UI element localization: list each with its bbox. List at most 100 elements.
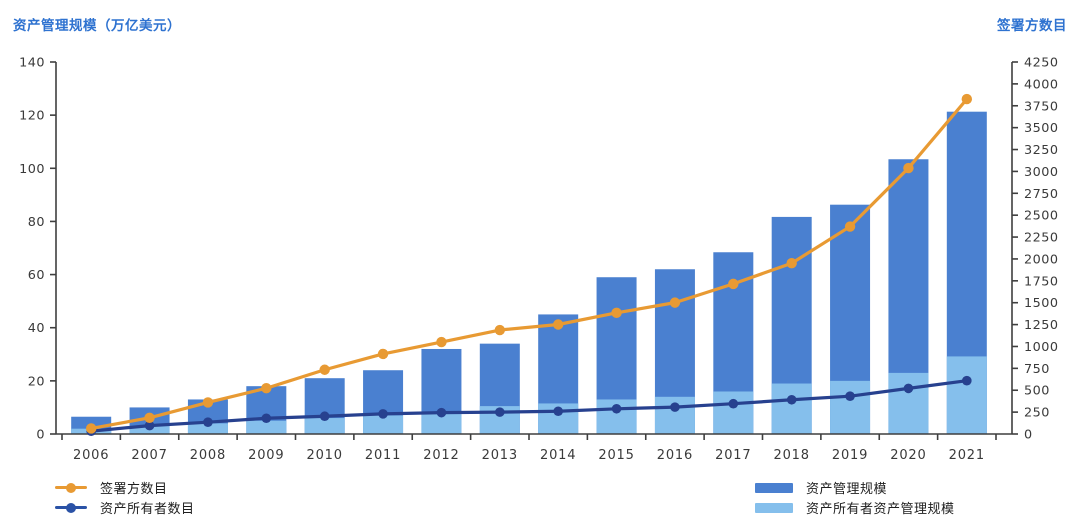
right-axis-tick-label: 3000 bbox=[1024, 165, 1059, 180]
signatories-point-2020 bbox=[903, 162, 914, 174]
legend-label-asset-owners: 资产所有者数目 bbox=[100, 502, 195, 517]
x-axis-year-label: 2006 bbox=[73, 448, 109, 463]
signatories-point-2014 bbox=[552, 319, 564, 330]
ao-aum-bar-2021 bbox=[946, 356, 987, 434]
left-axis-tick-label: 140 bbox=[19, 56, 45, 71]
right-axis-tick-label: 3250 bbox=[1024, 143, 1059, 158]
aum-bar-swatch bbox=[755, 482, 793, 493]
right-axis-tick-label: 1250 bbox=[1024, 318, 1059, 333]
signatories-point-2017 bbox=[728, 278, 739, 290]
right-axis-tick-label: 1750 bbox=[1024, 274, 1059, 289]
right-axis-tick-label: 500 bbox=[1024, 384, 1050, 399]
x-axis-year-label: 2011 bbox=[365, 448, 401, 463]
signatories-line-swatch bbox=[55, 482, 87, 493]
x-axis-year-label: 2008 bbox=[190, 448, 226, 463]
legend-item-ao-aum: 资产所有者资产管理规模 bbox=[755, 500, 955, 517]
signatories-point-2006 bbox=[85, 423, 97, 434]
signatories-point-2016 bbox=[669, 297, 681, 308]
x-axis-year-label: 2015 bbox=[598, 448, 634, 463]
ao-aum-bar-2018 bbox=[771, 383, 812, 434]
ao-aum-bar-2012 bbox=[421, 412, 462, 434]
asset-owners-dot-icon bbox=[66, 502, 76, 513]
ao-aum-bar-swatch bbox=[755, 502, 793, 513]
x-axis-year-label: 2017 bbox=[715, 448, 751, 463]
asset-owners-line-swatch bbox=[55, 502, 87, 513]
left-axis-title: 资产管理规模（万亿美元） bbox=[13, 18, 181, 34]
asset-owners-point-2007 bbox=[144, 420, 155, 431]
x-axis-year-label: 2010 bbox=[307, 448, 343, 463]
signatories-line bbox=[89, 97, 969, 431]
right-axis-tick-label: 250 bbox=[1024, 406, 1050, 421]
right-axis-tick-label: 2250 bbox=[1024, 231, 1059, 246]
asset-owners-point-2019 bbox=[845, 391, 855, 401]
right-axis-tick-label: 2000 bbox=[1024, 252, 1059, 267]
right-axis-tick-label: 1500 bbox=[1024, 296, 1059, 311]
legend-label-signatories: 签署方数目 bbox=[100, 482, 168, 497]
signatories-point-2021 bbox=[961, 93, 973, 105]
left-axis-tick-label: 40 bbox=[28, 321, 45, 336]
legend-lines: 签署方数目 资产所有者数目 bbox=[55, 480, 195, 517]
asset-owners-point-2017 bbox=[728, 398, 739, 409]
asset-owners-point-2010 bbox=[319, 411, 330, 422]
asset-owners-point-2011 bbox=[378, 409, 388, 419]
left-axis-tick-label: 120 bbox=[19, 109, 45, 124]
asset-owners-point-2020 bbox=[903, 383, 914, 394]
legend-item-asset-owners: 资产所有者数目 bbox=[55, 500, 195, 517]
asset-owners-point-2008 bbox=[203, 417, 213, 427]
right-axis-tick-label: 750 bbox=[1024, 362, 1050, 377]
chart-plot-area: 0 20 40 60 80 100 120 140 0 250 500 750 1000 1250 1500… bbox=[19, 56, 1059, 464]
signatories-point-2018 bbox=[786, 258, 797, 269]
right-axis-tick-label: 1000 bbox=[1024, 340, 1059, 355]
left-axis-tick-label: 20 bbox=[28, 374, 45, 389]
asset-owners-point-2014 bbox=[553, 406, 563, 417]
ao-aum-bar-2011 bbox=[363, 415, 404, 434]
signatories-point-2011 bbox=[377, 348, 389, 360]
signatories-point-2010 bbox=[319, 364, 330, 375]
left-axis-tick-label: 0 bbox=[36, 428, 45, 443]
right-axis-tick-label: 0 bbox=[1024, 428, 1033, 443]
left-axis-tick-label: 60 bbox=[28, 268, 45, 283]
asset-owners-point-2018 bbox=[786, 394, 797, 405]
ao-aum-bar-2020 bbox=[888, 372, 929, 434]
x-axis-year-label: 2007 bbox=[131, 448, 167, 463]
right-axis-tick-label: 2750 bbox=[1024, 187, 1059, 202]
x-axis-year-label: 2018 bbox=[774, 448, 810, 463]
x-axis-year-label: 2016 bbox=[657, 448, 693, 463]
x-axis-year-label: 2020 bbox=[890, 448, 926, 463]
signatories-point-2008 bbox=[202, 397, 214, 408]
legend-label-aum: 资产管理规模 bbox=[806, 482, 888, 497]
asset-owners-point-2012 bbox=[436, 407, 447, 418]
x-axis-year-label: 2012 bbox=[423, 448, 459, 463]
asset-owners-line bbox=[89, 379, 969, 433]
signatories-point-2013 bbox=[494, 324, 506, 336]
x-axis-year-label: 2013 bbox=[482, 448, 518, 463]
asset-owners-point-2016 bbox=[670, 402, 680, 412]
asset-owners-point-2021 bbox=[962, 375, 972, 386]
signatories-point-2015 bbox=[611, 307, 622, 319]
ao-aum-bar-2010 bbox=[304, 418, 345, 434]
right-axis-title: 签署方数目 bbox=[997, 18, 1067, 34]
legend-item-aum: 资产管理规模 bbox=[755, 480, 955, 497]
left-axis-tick-label: 100 bbox=[19, 162, 45, 177]
asset-owners-point-2015 bbox=[611, 403, 622, 414]
x-axis-year-label: 2019 bbox=[832, 448, 868, 463]
signatories-point-2009 bbox=[261, 383, 272, 394]
legend-label-ao-aum: 资产所有者资产管理规模 bbox=[806, 502, 955, 517]
right-axis-tick-label: 2500 bbox=[1024, 209, 1059, 224]
ao-aum-bar-2008 bbox=[187, 423, 228, 434]
ao-aum-bar-2009 bbox=[246, 420, 287, 434]
right-axis-tick-label: 4000 bbox=[1024, 77, 1059, 92]
x-axis-year-label: 2014 bbox=[540, 448, 576, 463]
signatories-point-2012 bbox=[436, 336, 447, 348]
right-axis-tick-label: 4250 bbox=[1024, 56, 1059, 71]
x-axis-year-label: 2009 bbox=[248, 448, 284, 463]
right-axis-tick-label: 3750 bbox=[1024, 99, 1059, 114]
left-axis-tick-label: 80 bbox=[28, 215, 45, 230]
asset-owners-point-2013 bbox=[495, 407, 505, 417]
right-axis-tick-label: 3500 bbox=[1024, 121, 1059, 136]
legend-bars: 资产管理规模 资产所有者资产管理规模 bbox=[755, 480, 955, 517]
x-axis-year-label: 2021 bbox=[949, 448, 985, 463]
legend-item-signatories: 签署方数目 bbox=[55, 480, 195, 497]
asset-owners-point-2009 bbox=[261, 413, 272, 424]
